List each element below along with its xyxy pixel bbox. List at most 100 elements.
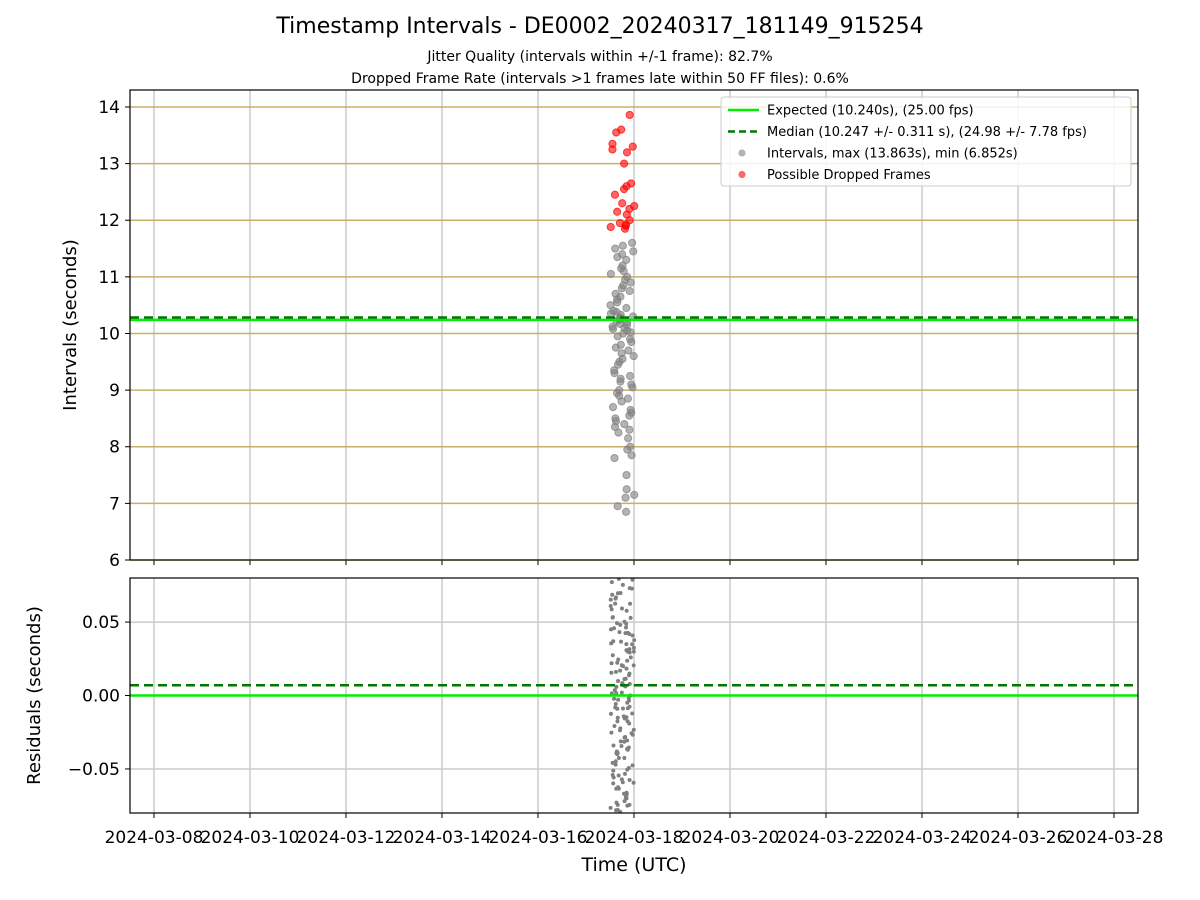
dropped-frame-point (625, 110, 634, 120)
residual-point (608, 627, 613, 632)
interval-point (622, 485, 631, 494)
residual-point (610, 760, 615, 765)
residual-point (629, 731, 634, 736)
x-tick-label: 2024-03-22 (777, 828, 876, 848)
interval-point (620, 419, 629, 429)
residual-point (608, 597, 613, 602)
residual-point (626, 696, 631, 701)
bottom-y-tick-label: 0.05 (82, 613, 120, 633)
top-y-tick-label: 6 (109, 551, 120, 571)
residual-point (618, 726, 623, 731)
residual-point (619, 744, 624, 749)
residual-point (630, 642, 635, 647)
residual-point (611, 781, 616, 786)
residual-point (612, 724, 617, 729)
interval-point (622, 255, 631, 264)
residual-point (619, 777, 624, 782)
residual-point (614, 800, 619, 805)
chart-subtitle-jitter: Jitter Quality (intervals within +/-1 fr… (427, 49, 773, 65)
residual-point (613, 762, 618, 767)
residual-point (609, 580, 614, 585)
residual-point (625, 630, 630, 635)
residual-point (628, 615, 633, 620)
x-tick-label: 2024-03-28 (1065, 828, 1164, 848)
residual-point (614, 786, 619, 791)
bottom-y-axis-label: Residuals (seconds) (24, 606, 45, 785)
residual-point (616, 578, 621, 581)
residual-point (620, 706, 625, 711)
residual-point (618, 668, 623, 673)
dropped-frame-point (617, 125, 626, 134)
residual-point (618, 809, 623, 813)
residual-point (619, 690, 624, 695)
top-y-tick-label: 7 (109, 494, 120, 514)
interval-point (627, 451, 636, 460)
residual-point (616, 755, 621, 760)
interval-point (629, 352, 638, 361)
interval-point (618, 241, 627, 250)
residual-point (624, 790, 629, 795)
interval-point (625, 425, 634, 434)
residual-point (628, 655, 633, 660)
interval-point (611, 289, 620, 298)
residual-point (616, 657, 621, 662)
residual-point (630, 711, 635, 716)
legend-expected-label: Expected (10.240s), (25.00 fps) (767, 104, 974, 119)
legend-intervals-swatch (738, 149, 746, 157)
interval-point (610, 453, 619, 463)
residual-point (613, 701, 618, 706)
bottom-y-tick-label: 0.00 (82, 687, 120, 707)
residual-point (609, 661, 614, 666)
residual-point (627, 586, 632, 591)
residual-point (625, 700, 630, 705)
residual-point (616, 773, 621, 778)
interval-point (629, 247, 638, 256)
x-tick-label: 2024-03-14 (393, 828, 492, 848)
dropped-frame-point (608, 139, 617, 148)
residual-point (624, 666, 629, 671)
residual-point (619, 639, 624, 644)
residual-point (627, 721, 632, 726)
interval-point (606, 301, 615, 310)
interval-point (625, 335, 635, 344)
residual-point (623, 735, 628, 740)
interval-point (622, 303, 631, 313)
residual-point (618, 622, 623, 627)
residual-point (608, 604, 613, 609)
interval-point (625, 286, 634, 296)
residual-point (631, 645, 636, 650)
interval-point (617, 349, 626, 358)
x-axis-label: Time (UTC) (580, 854, 686, 876)
residual-point (622, 739, 627, 744)
interval-point (611, 244, 620, 253)
x-tick-label: 2024-03-16 (489, 828, 588, 848)
residual-point (610, 653, 615, 658)
residual-point (619, 606, 624, 611)
residual-point (621, 714, 626, 719)
residual-point (622, 677, 627, 682)
interval-point (623, 394, 633, 403)
interval-point (617, 250, 627, 259)
residual-point (612, 696, 617, 701)
residual-point (630, 763, 635, 768)
residual-point (631, 780, 636, 785)
top-y-tick-label: 12 (98, 211, 120, 231)
dropped-frame-point (618, 199, 627, 208)
interval-point (615, 386, 624, 395)
residual-point (610, 615, 615, 620)
residual-point (608, 805, 613, 810)
residual-point (624, 642, 629, 647)
x-tick-label: 2024-03-20 (681, 828, 780, 848)
interval-point (610, 366, 619, 375)
residual-point (611, 639, 616, 644)
residual-point (628, 601, 633, 606)
top-plot-area (130, 110, 1138, 516)
residual-point (626, 745, 631, 750)
interval-point (628, 238, 637, 247)
interval-point (624, 346, 633, 355)
top-y-tick-label: 11 (98, 268, 120, 288)
residual-point (612, 688, 617, 693)
residual-point (625, 767, 630, 772)
residual-point (613, 759, 618, 764)
residual-point (622, 771, 627, 776)
